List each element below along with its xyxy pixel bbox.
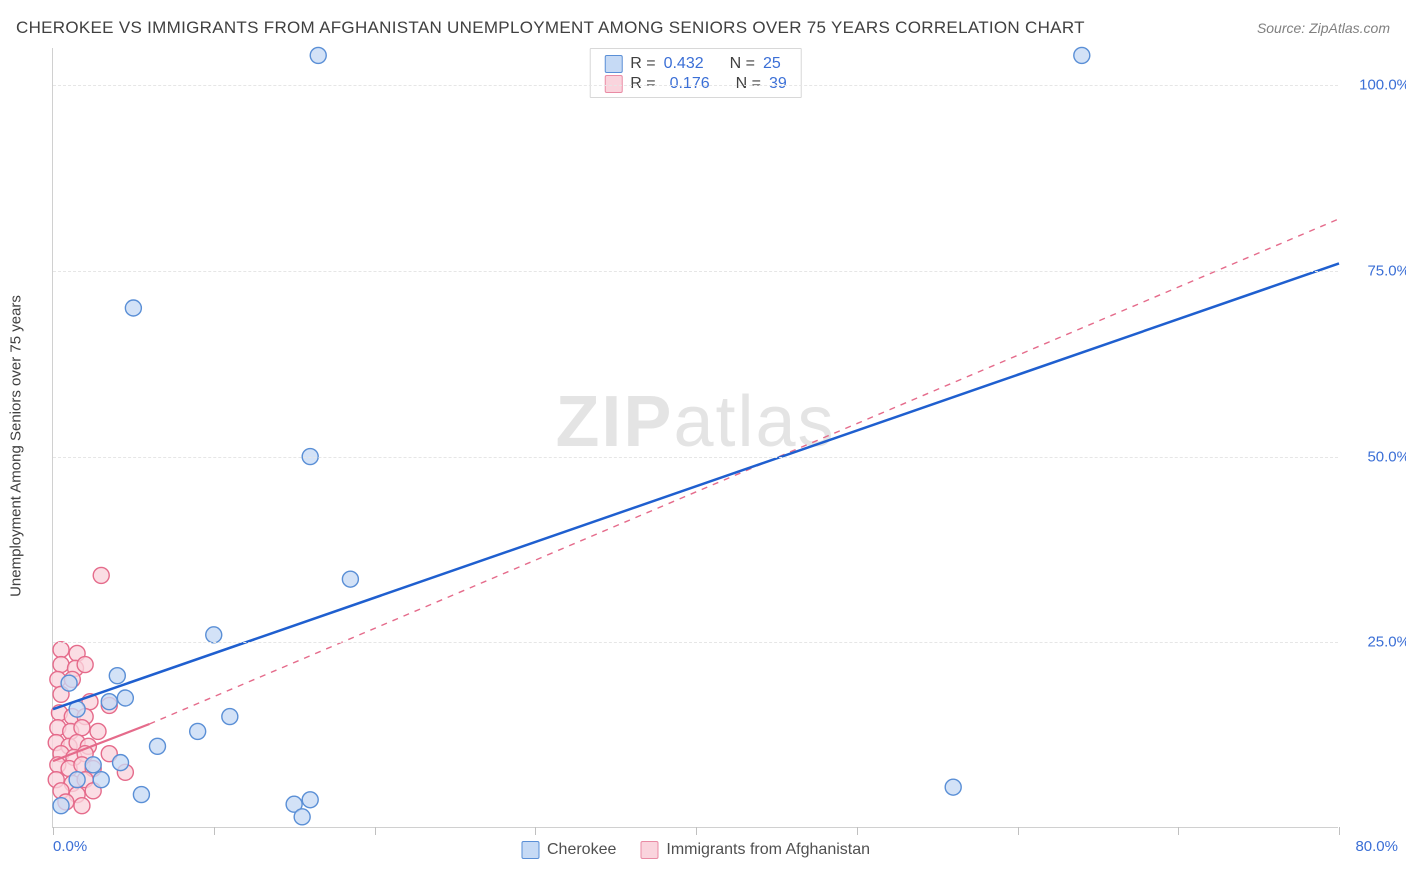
swatch-blue xyxy=(521,841,539,859)
x-tick xyxy=(1018,827,1019,835)
scatter-point-blue xyxy=(302,792,318,808)
r-value-blue: 0.432 xyxy=(664,55,704,73)
gridline-h xyxy=(53,85,1338,86)
scatter-point-pink xyxy=(77,657,93,673)
x-tick xyxy=(53,827,54,835)
scatter-point-blue xyxy=(109,668,125,684)
source-label: Source: ZipAtlas.com xyxy=(1257,20,1390,36)
plot-svg xyxy=(53,48,1338,827)
scatter-point-blue xyxy=(125,300,141,316)
y-tick-label: 50.0% xyxy=(1367,448,1406,465)
y-tick-label: 100.0% xyxy=(1359,77,1406,94)
legend-series: Cherokee Immigrants from Afghanistan xyxy=(521,841,870,859)
r-value-pink: 0.176 xyxy=(670,75,710,93)
chart-title: CHEROKEE VS IMMIGRANTS FROM AFGHANISTAN … xyxy=(16,18,1085,38)
legend-stats-row-blue: R = 0.432 N = 25 xyxy=(604,55,787,73)
scatter-point-blue xyxy=(222,709,238,725)
x-tick-label-min: 0.0% xyxy=(53,838,87,855)
title-row: CHEROKEE VS IMMIGRANTS FROM AFGHANISTAN … xyxy=(16,18,1390,38)
plot-area: ZIPatlas R = 0.432 N = 25 R = 0.176 N = … xyxy=(52,48,1338,828)
legend-stats: R = 0.432 N = 25 R = 0.176 N = 39 xyxy=(589,48,802,98)
scatter-point-blue xyxy=(61,675,77,691)
scatter-point-pink xyxy=(53,642,69,658)
y-tick-label: 75.0% xyxy=(1367,262,1406,279)
y-axis-label: Unemployment Among Seniors over 75 years xyxy=(8,295,25,597)
x-tick xyxy=(375,827,376,835)
x-tick xyxy=(214,827,215,835)
legend-item-blue: Cherokee xyxy=(521,841,616,859)
r-label: R = xyxy=(630,75,655,93)
scatter-point-blue xyxy=(206,627,222,643)
scatter-point-blue xyxy=(149,738,165,754)
n-value-pink: 39 xyxy=(769,75,787,93)
x-tick xyxy=(1339,827,1340,835)
n-value-blue: 25 xyxy=(763,55,781,73)
scatter-point-pink xyxy=(53,657,69,673)
legend-stats-row-pink: R = 0.176 N = 39 xyxy=(604,75,787,93)
swatch-blue xyxy=(604,55,622,73)
x-tick xyxy=(535,827,536,835)
scatter-point-blue xyxy=(117,690,133,706)
chart-container: CHEROKEE VS IMMIGRANTS FROM AFGHANISTAN … xyxy=(0,0,1406,892)
gridline-h xyxy=(53,271,1338,272)
scatter-point-blue xyxy=(113,755,129,771)
x-tick xyxy=(857,827,858,835)
trendline-pink xyxy=(149,219,1339,724)
x-tick xyxy=(1178,827,1179,835)
gridline-h xyxy=(53,642,1338,643)
legend-label-pink: Immigrants from Afghanistan xyxy=(666,841,870,859)
scatter-point-blue xyxy=(945,779,961,795)
scatter-point-pink xyxy=(90,723,106,739)
scatter-point-blue xyxy=(294,809,310,825)
swatch-pink xyxy=(640,841,658,859)
scatter-point-blue xyxy=(190,723,206,739)
scatter-point-blue xyxy=(69,772,85,788)
scatter-point-blue xyxy=(101,694,117,710)
x-tick xyxy=(696,827,697,835)
legend-item-pink: Immigrants from Afghanistan xyxy=(640,841,870,859)
gridline-h xyxy=(53,457,1338,458)
scatter-point-blue xyxy=(93,772,109,788)
scatter-point-pink xyxy=(93,567,109,583)
scatter-point-blue xyxy=(133,787,149,803)
x-tick-label-max: 80.0% xyxy=(1355,838,1398,855)
legend-label-blue: Cherokee xyxy=(547,841,616,859)
scatter-point-pink xyxy=(74,798,90,814)
scatter-point-blue xyxy=(310,47,326,63)
n-label: N = xyxy=(736,75,761,93)
scatter-point-blue xyxy=(53,798,69,814)
swatch-pink xyxy=(604,75,622,93)
scatter-point-blue xyxy=(85,757,101,773)
scatter-point-pink xyxy=(74,720,90,736)
n-label: N = xyxy=(730,55,755,73)
scatter-point-blue xyxy=(342,571,358,587)
r-label: R = xyxy=(630,55,655,73)
y-tick-label: 25.0% xyxy=(1367,634,1406,651)
scatter-point-blue xyxy=(1074,47,1090,63)
